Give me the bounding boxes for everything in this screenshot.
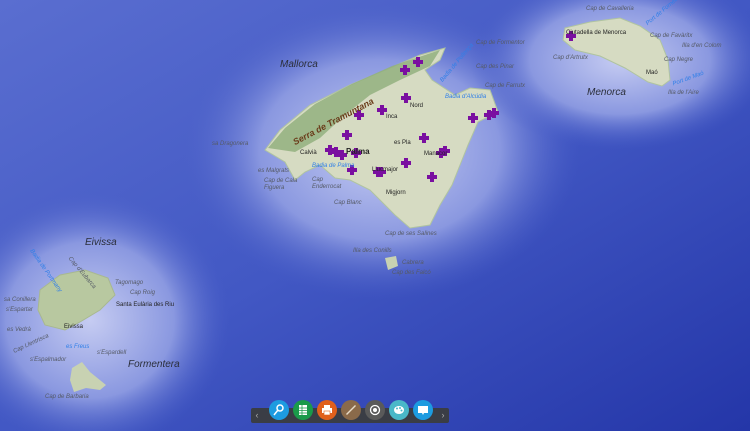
- label-badia-alcudia: Badia d'Alcúdia: [445, 94, 487, 100]
- island-label-eivissa: Eivissa: [85, 237, 117, 248]
- find-person-icon: [273, 404, 284, 416]
- site-marker[interactable]: [401, 93, 411, 103]
- site-marker[interactable]: [325, 145, 335, 155]
- label-illa-conills: Illa des Conills: [353, 248, 392, 254]
- site-marker[interactable]: [468, 113, 478, 123]
- toolbar-prev-button[interactable]: ‹: [255, 410, 259, 420]
- label-cap-cavalleria: Cap de Cavalleria: [586, 6, 634, 12]
- label-ciutadella: Ciutadella de Menorca: [566, 30, 627, 36]
- eivissa-island: [37, 269, 116, 331]
- label-cap-formentor: Cap de Formentor: [476, 40, 525, 46]
- label-badia-palma: Badia de Palma: [312, 163, 355, 169]
- label-santa-eularia: Santa Eulària des Riu: [116, 302, 175, 308]
- label-cap-roig: Cap Roig: [130, 290, 156, 296]
- site-marker[interactable]: [373, 167, 383, 177]
- label-cap-favaritx: Cap de Favàritx: [650, 33, 693, 39]
- label-manacor: Manacor: [424, 151, 448, 157]
- site-marker[interactable]: [347, 165, 357, 175]
- menorca-shelf: [470, 0, 750, 150]
- label-cap-pinar: Cap des Pinar: [476, 64, 515, 70]
- palette-icon: [394, 406, 404, 414]
- label-es-malgrats: es Malgrats: [258, 168, 290, 174]
- label-cap-barbaria: Cap de Barbaria: [45, 394, 89, 400]
- label-palma: Palma: [346, 147, 370, 156]
- site-marker[interactable]: [427, 172, 437, 182]
- site-marker[interactable]: [566, 31, 576, 41]
- site-marker[interactable]: [401, 158, 411, 168]
- label-illa-colom: Illa d'en Colom: [682, 43, 722, 49]
- mallorca-island: [264, 47, 499, 229]
- location-button[interactable]: [365, 400, 385, 420]
- site-marker[interactable]: [337, 150, 347, 160]
- table-button[interactable]: [293, 400, 313, 420]
- mallorca-mountains: [268, 50, 440, 152]
- site-marker[interactable]: [413, 57, 423, 67]
- site-marker[interactable]: [419, 133, 429, 143]
- about-button[interactable]: [413, 400, 433, 420]
- site-marker[interactable]: [436, 148, 446, 158]
- label-sa-conillera: sa Conillera: [4, 297, 36, 303]
- basemap-button[interactable]: [389, 400, 409, 420]
- label-cap-negre: Cap Negre: [664, 57, 694, 63]
- label-nord: Nord: [410, 103, 424, 109]
- label-llucmajor: Llucmajor: [372, 167, 399, 173]
- map-toolbar: ‹ ›: [251, 400, 449, 423]
- island-label-menorca: Menorca: [587, 87, 626, 98]
- printer-icon: [322, 405, 332, 416]
- label-cap-cala-figuera: Cap de Cala Figuera: [264, 178, 298, 191]
- site-marker[interactable]: [331, 147, 341, 157]
- site-marker[interactable]: [489, 108, 499, 118]
- site-marker[interactable]: [342, 130, 352, 140]
- label-illa-aire: Illa de l'Aire: [668, 90, 699, 96]
- label-espalmador: s'Espalmador: [30, 357, 67, 363]
- site-marker[interactable]: [354, 110, 364, 120]
- island-label-mallorca: Mallorca: [280, 59, 318, 70]
- label-cap-farrutx: Cap de Farrutx: [485, 83, 526, 89]
- label-cabrera: Cabrera: [402, 260, 424, 266]
- label-sa-dragonera: sa Dragonera: [212, 141, 249, 147]
- label-espardell: s'Espardell: [97, 350, 127, 356]
- label-cap-salines: Cap de ses Salines: [385, 231, 437, 237]
- print-button[interactable]: [317, 400, 337, 420]
- site-marker[interactable]: [400, 65, 410, 75]
- label-cap-falco: Cap des Falcó: [392, 270, 431, 276]
- label-mao: Maó: [646, 70, 658, 76]
- site-marker[interactable]: [351, 148, 361, 158]
- label-inca: Inca: [386, 114, 398, 120]
- label-es-freus: es Freus: [66, 344, 90, 350]
- table-icon: [299, 405, 307, 415]
- info-panel-icon: [418, 406, 428, 415]
- label-es-vedra: es Vedrà: [7, 327, 31, 333]
- island-label-formentera: Formentera: [128, 359, 180, 370]
- site-marker[interactable]: [377, 105, 387, 115]
- find-person-button[interactable]: [269, 400, 289, 420]
- formentera-island: [70, 362, 106, 392]
- label-pla: es Pla: [394, 140, 411, 146]
- label-tagomago: Tagomago: [115, 280, 144, 286]
- toolbar-next-button[interactable]: ›: [441, 410, 445, 420]
- label-calvia: Calvià: [300, 150, 317, 156]
- target-icon: [369, 404, 381, 416]
- label-cap-enderrocat: Cap Enderrocat: [312, 177, 342, 190]
- label-migjorn: Migjorn: [386, 190, 406, 196]
- ruler-icon: [346, 405, 356, 415]
- label-cap-artrutx: Cap d'Artrutx: [553, 55, 588, 61]
- pitiusas-shelf: [0, 190, 230, 431]
- label-es-espartar: s'Espartar: [6, 307, 33, 313]
- measure-button[interactable]: [341, 400, 361, 420]
- label-eivissa-town: Eivissa: [64, 324, 84, 330]
- label-cap-blanc: Cap Blanc: [334, 200, 362, 206]
- menorca-island: [562, 17, 671, 87]
- cabrera-island: [385, 256, 398, 270]
